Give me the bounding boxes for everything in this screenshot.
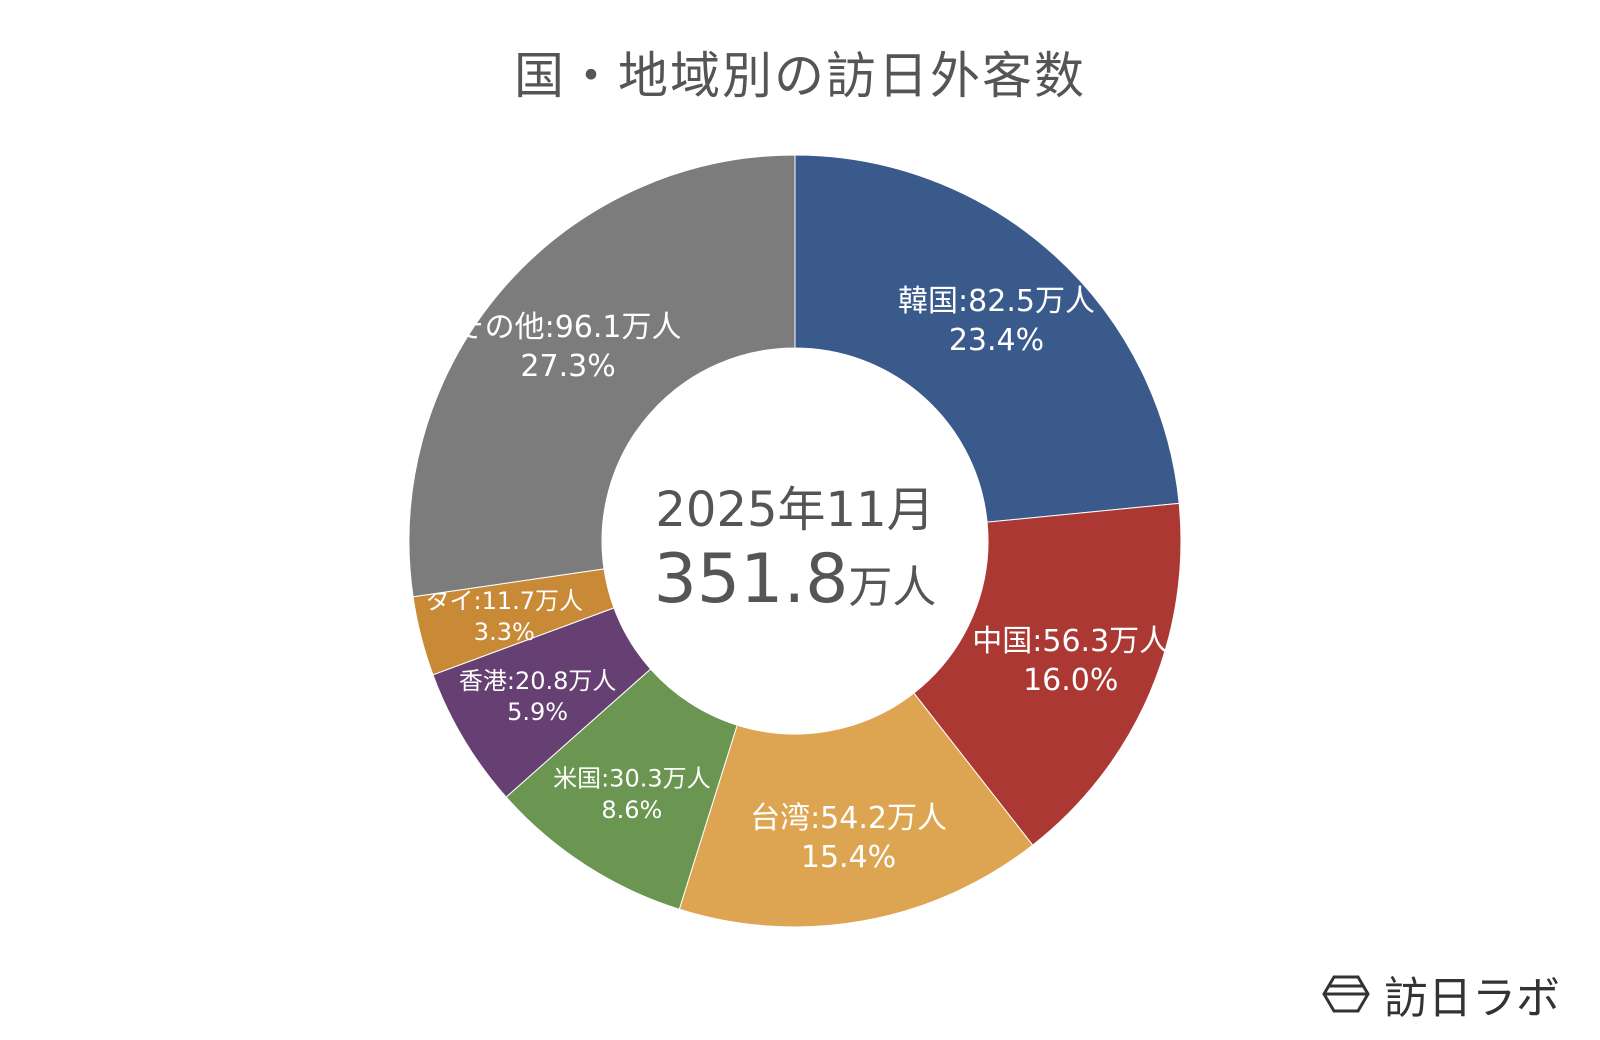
- center-total: 351.8万人: [595, 540, 995, 619]
- slice-percent-label: 5.9%: [507, 698, 568, 726]
- slice-その他: [408, 154, 796, 598]
- total-value: 351.8: [653, 540, 849, 619]
- slice-中国: [913, 502, 1182, 846]
- center-period: 2025年11月: [655, 482, 935, 538]
- slice-台湾: [678, 692, 1034, 928]
- total-unit: 万人: [848, 562, 937, 613]
- slice-percent-label: 27.3%: [520, 349, 615, 384]
- hexagon-logo-icon: [1322, 975, 1370, 1013]
- slice-percent-label: 3.3%: [474, 618, 535, 646]
- slice-percent-label: 15.4%: [801, 840, 896, 875]
- logo-text: 訪日ラボ: [1384, 973, 1560, 1024]
- slice-percent-label: 8.6%: [601, 796, 662, 824]
- slice-value-label: 中国:56.3万人: [972, 624, 1169, 659]
- slice-value-label: 台湾:54.2万人: [750, 801, 947, 836]
- slice-韓国: [794, 154, 1180, 523]
- slice-percent-label: 16.0%: [1023, 663, 1118, 698]
- logo: 訪日ラボ: [1322, 962, 1560, 1026]
- slice-value-label: その他:96.1万人: [455, 310, 682, 345]
- slice-value-label: 韓国:82.5万人: [898, 284, 1095, 319]
- chart-title: 国・地域別の訪日外客数: [514, 47, 1086, 105]
- slice-value-label: 香港:20.8万人: [459, 667, 617, 695]
- slice-value-label: 米国:30.3万人: [553, 765, 711, 793]
- slice-percent-label: 23.4%: [949, 323, 1044, 358]
